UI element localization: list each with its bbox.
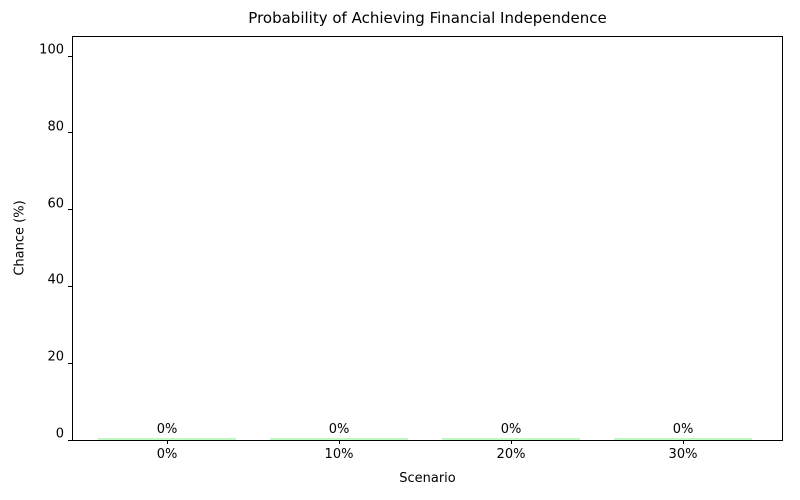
x-tick-mark bbox=[166, 440, 168, 444]
x-tick-mark bbox=[682, 440, 684, 444]
x-tick-label: 20% bbox=[496, 447, 526, 462]
x-tick-label: 10% bbox=[324, 447, 354, 462]
y-tick-mark bbox=[68, 209, 72, 211]
y-tick-mark bbox=[68, 285, 72, 287]
y-axis-label: Chance (%) bbox=[12, 200, 28, 276]
y-tick-label: 100 bbox=[39, 42, 64, 58]
y-tick-label: 20 bbox=[47, 349, 64, 365]
y-tick-label: 80 bbox=[47, 119, 64, 135]
y-tick-mark bbox=[68, 439, 72, 441]
bar bbox=[98, 438, 236, 440]
chart-title: Probability of Achieving Financial Indep… bbox=[248, 9, 607, 27]
bar-value-label: 0% bbox=[328, 422, 350, 437]
x-tick-mark bbox=[510, 440, 512, 444]
x-tick-label: 30% bbox=[668, 447, 698, 462]
bar-value-label: 0% bbox=[672, 422, 694, 437]
bar bbox=[270, 438, 408, 440]
y-tick-label: 0 bbox=[55, 426, 64, 442]
y-tick-label: 60 bbox=[47, 196, 64, 212]
plot-area: 0 20 40 60 80 100 0% 0% 10% 0% 20% 0% 30% 0% bbox=[39, 36, 783, 462]
bar-value-label: 0% bbox=[156, 422, 178, 437]
y-tick-mark bbox=[68, 55, 72, 57]
y-tick-label: 40 bbox=[47, 272, 64, 288]
bar bbox=[614, 438, 752, 440]
x-tick-label: 0% bbox=[156, 447, 178, 462]
bar-value-label: 0% bbox=[500, 422, 522, 437]
x-axis-label: Scenario bbox=[399, 471, 456, 486]
y-tick-mark bbox=[68, 362, 72, 364]
y-tick-mark bbox=[68, 132, 72, 134]
bar bbox=[442, 438, 580, 440]
x-tick-mark bbox=[338, 440, 340, 444]
